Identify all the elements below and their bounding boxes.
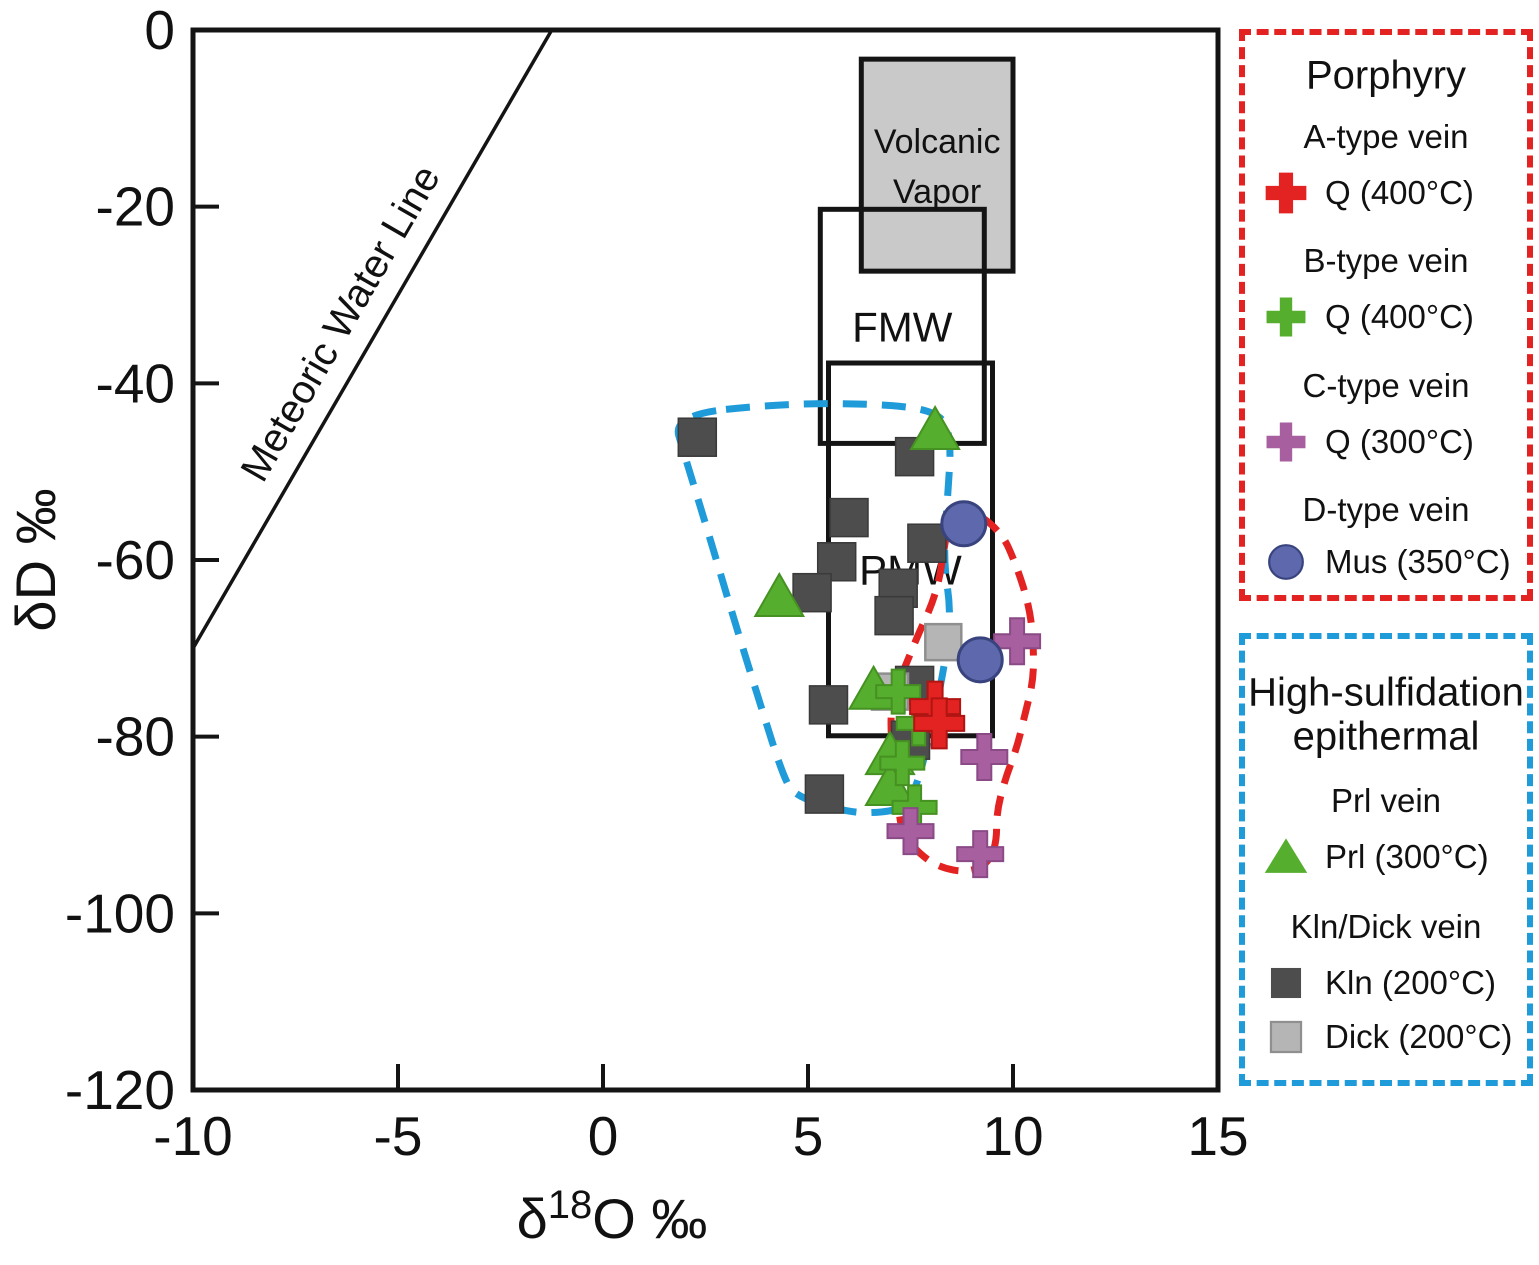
- marker-kln: [907, 523, 947, 563]
- marker-kln: [792, 572, 832, 613]
- meteoric-water-line-label: Meteoric Water Line: [233, 158, 449, 489]
- marker-b_type: [875, 668, 922, 715]
- legend-high-sulfidation: High-sulfidation epithermal Prl vein Prl…: [1239, 633, 1533, 1086]
- marker-c_type: [886, 807, 935, 856]
- legend-item-prl-label: Prl (300°C): [1325, 838, 1489, 875]
- y-axis-title: δD ‰: [4, 488, 67, 631]
- legend-item-d-type: Mus (350°C): [1263, 539, 1511, 585]
- legend-label-prl-vein: Prl vein: [1330, 782, 1442, 819]
- plot-border: [190, 27, 1221, 1093]
- legend-label-b-type-vein: B-type vein: [1303, 242, 1469, 279]
- legend-item-prl: Prl (300°C): [1263, 834, 1489, 880]
- y-tick-label: -100: [65, 882, 175, 944]
- legend-hs-title-line2: epithermal: [1292, 714, 1480, 759]
- x-axis-title-rest: O ‰: [592, 1187, 707, 1250]
- x-tick-label: -10: [153, 1105, 233, 1167]
- legend-item-b-type: Q (400°C): [1263, 294, 1474, 340]
- marker-prl: [753, 571, 806, 617]
- legend-item-c-label: Q (300°C): [1325, 423, 1474, 460]
- marker-prl: [909, 405, 961, 451]
- legend-item-d-label: Mus (350°C): [1325, 543, 1511, 580]
- region-box-volcanic_vapor: [858, 56, 1016, 274]
- axes: -10 -5 0 5 10 15 0 -20 -40 -60 -80 -100 -120: [65, 0, 1249, 1167]
- marker-kln: [874, 595, 914, 636]
- marker-d_type: [940, 500, 988, 548]
- marker-kln: [804, 774, 845, 814]
- y-tick-label: -40: [96, 352, 176, 414]
- legend-item-kln: Kln (200°C): [1263, 960, 1496, 1006]
- field-outline-porphyry_field: [887, 507, 1037, 875]
- green-plus-icon: [1266, 297, 1306, 337]
- legend-label-kln-dick-vein: Kln/Dick vein: [1290, 908, 1482, 945]
- legend-item-a-type: Q (400°C): [1263, 170, 1474, 216]
- x-axis-title: δ18O ‰: [517, 1183, 708, 1250]
- legend-porphyry: Porphyry A-type vein Q (400°C) B-type ve…: [1239, 29, 1533, 601]
- meteoric-water-line-group: Meteoric Water Line: [191, 29, 554, 650]
- volcanic-vapor-label-line2: Vapor: [893, 173, 981, 211]
- legend-item-a-label: Q (400°C): [1325, 174, 1474, 211]
- fmw-label: FMW: [852, 303, 953, 350]
- y-tick-label: -80: [96, 706, 176, 768]
- x-tick-label: 10: [982, 1105, 1043, 1167]
- volcanic-vapor-label-line1: Volcanic: [874, 123, 1001, 161]
- marker-d_type: [956, 636, 1004, 684]
- legend-item-dick-label: Dick (200°C): [1325, 1018, 1513, 1055]
- red-plus-icon: [1265, 172, 1307, 214]
- marker-kln: [816, 542, 857, 582]
- legend-hs-title-line1: High-sulfidation: [1248, 670, 1524, 715]
- blue-circle-icon: [1268, 544, 1304, 580]
- marker-a_type: [913, 697, 966, 750]
- x-axis-title-superscript: 18: [548, 1183, 593, 1227]
- x-tick-label: 5: [793, 1105, 824, 1167]
- y-tick-label: -120: [65, 1059, 175, 1121]
- marker-dick: [924, 622, 963, 662]
- dark-square-icon: [1270, 967, 1302, 999]
- marker-kln: [808, 685, 849, 725]
- x-axis-title-delta: δ: [517, 1187, 548, 1250]
- x-tick-label: 15: [1187, 1105, 1248, 1167]
- marker-c_type: [993, 617, 1042, 666]
- legend-label-d-type-vein: D-type vein: [1302, 491, 1470, 528]
- x-tick-label: 0: [588, 1105, 619, 1167]
- marker-kln: [829, 497, 869, 538]
- marker-c_type: [960, 732, 1009, 781]
- legend-porphyry-title: Porphyry: [1305, 53, 1467, 98]
- marker-c_type: [956, 830, 1005, 879]
- x-tick-label: -5: [374, 1105, 423, 1167]
- legend-label-a-type-vein: A-type vein: [1303, 118, 1469, 155]
- y-tick-label: -20: [96, 176, 176, 238]
- legend-item-dick: Dick (200°C): [1263, 1014, 1512, 1060]
- data-markers: [677, 405, 1042, 879]
- legend-item-c-type: Q (300°C): [1263, 419, 1474, 465]
- y-tick-label: -60: [96, 529, 176, 591]
- green-triangle-icon: [1264, 838, 1308, 873]
- legend-item-kln-label: Kln (200°C): [1325, 964, 1496, 1001]
- purple-plus-icon: [1266, 422, 1306, 462]
- legend-item-b-label: Q (400°C): [1325, 298, 1474, 335]
- y-tick-label: 0: [144, 0, 175, 61]
- legend-label-c-type-vein: C-type vein: [1302, 367, 1470, 404]
- marker-kln: [677, 417, 718, 457]
- meteoric-water-line: [191, 29, 554, 650]
- light-square-icon: [1269, 1020, 1303, 1054]
